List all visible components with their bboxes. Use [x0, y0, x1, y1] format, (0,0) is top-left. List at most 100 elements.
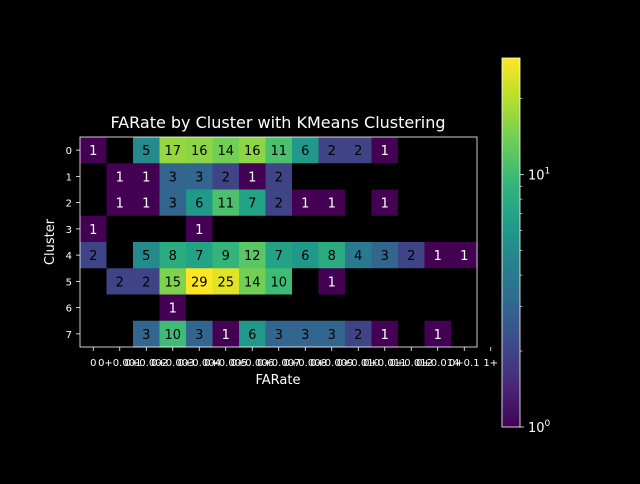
- cell-value-label: 3: [301, 328, 309, 343]
- heatmap-cell: [371, 268, 399, 295]
- cell-value-label: 2: [407, 249, 415, 264]
- heatmap-cell: [398, 215, 425, 243]
- cell-value-label: 7: [248, 197, 256, 212]
- heatmap-cell: [106, 242, 134, 269]
- heatmap-cell: [239, 294, 266, 322]
- heatmap-cell: [318, 215, 346, 243]
- heatmap-cell: [80, 242, 107, 269]
- x-axis-ticks: 0 0+0.0010+0.0020+0.0030+0.0040+0.0050+0.…: [90, 347, 498, 369]
- cell-value-label: 6: [248, 328, 256, 343]
- cell-value-label: 2: [222, 170, 230, 185]
- cell-value-label: 2: [354, 144, 362, 159]
- heatmap-cell: [239, 163, 266, 190]
- heatmap-cell: [80, 163, 107, 190]
- cell-value-label: 2: [89, 249, 97, 264]
- heatmap-cell: [292, 137, 319, 164]
- heatmap-cell: [292, 189, 319, 217]
- heatmap-cell: [106, 268, 134, 295]
- x-tick-label: 0+0.003: [151, 358, 194, 369]
- cell-value-label: 4: [354, 249, 362, 264]
- heatmap-cell: [345, 215, 372, 243]
- heatmap-cell: [80, 189, 107, 217]
- heatmap-cell: [477, 215, 505, 243]
- heatmap-cell: [133, 242, 160, 269]
- cell-value-label: 1: [142, 170, 150, 185]
- heatmap-cell: [186, 294, 213, 322]
- heatmap-cell: [318, 163, 346, 190]
- heatmap-cell: [80, 137, 107, 164]
- heatmap-cell: [265, 163, 293, 190]
- heatmap-cell: [186, 215, 213, 243]
- heatmap-cell: [477, 242, 505, 269]
- heatmap-cell: [159, 242, 187, 269]
- heatmap-cell: [186, 320, 213, 348]
- cell-value-label: 14: [217, 144, 234, 159]
- heatmap-cell: [371, 320, 399, 348]
- cell-value-label: 1: [301, 197, 309, 212]
- heatmap-cell: [451, 163, 478, 190]
- x-tick-label: 0+0.005: [204, 358, 247, 369]
- cell-value-label: 2: [354, 328, 362, 343]
- cell-value-label: 6: [301, 249, 309, 264]
- heatmap-cell: [133, 163, 160, 190]
- heatmap-cell: [265, 268, 293, 295]
- cell-value-label: 1: [142, 197, 150, 212]
- heatmap-cell: [133, 294, 160, 322]
- cell-value-label: 2: [142, 275, 150, 290]
- heatmap-cell: [80, 268, 107, 295]
- y-tick-label: 0: [66, 146, 72, 157]
- cell-value-label: 1: [434, 249, 442, 264]
- cell-value-label: 1: [381, 328, 389, 343]
- cell-value-label: 3: [328, 328, 336, 343]
- heatmap-cell: [424, 320, 452, 348]
- heatmap-cell: [477, 137, 505, 164]
- x-tick-label: 1+: [483, 358, 498, 369]
- y-tick-label: 3: [66, 225, 72, 236]
- heatmap-cell: [239, 215, 266, 243]
- heatmap-cell: [398, 189, 425, 217]
- cell-value-label: 2: [116, 275, 124, 290]
- cell-value-label: 3: [169, 197, 177, 212]
- cell-value-label: 29: [191, 275, 208, 290]
- heatmap-cell: [159, 268, 187, 295]
- heatmap-cell: [212, 242, 240, 269]
- cell-value-label: 1: [89, 144, 97, 159]
- heatmap-cell: [398, 268, 425, 295]
- cell-value-label: 14: [244, 275, 261, 290]
- heatmap-cell: [159, 137, 187, 164]
- heatmap-cell: [212, 320, 240, 348]
- heatmap-cell: [106, 137, 134, 164]
- heatmap-cell: [371, 215, 399, 243]
- heatmap-cell: [477, 294, 505, 322]
- heatmap-cell: [106, 294, 134, 322]
- heatmap-cell: [80, 294, 107, 322]
- heatmap-cell: [318, 137, 346, 164]
- x-tick-label: 0+0.006: [231, 358, 274, 369]
- heatmap-cell: [239, 242, 266, 269]
- cell-value-label: 6: [301, 144, 309, 159]
- heatmap-cell: [451, 320, 478, 348]
- x-tick-label: 0+0.1: [449, 358, 480, 369]
- heatmap-cell: [133, 137, 160, 164]
- heatmap-cell: [239, 320, 266, 348]
- cell-value-label: 2: [275, 170, 283, 185]
- heatmap-cell: [133, 215, 160, 243]
- heatmap-cell: [80, 215, 107, 243]
- heatmap-cell: [265, 320, 293, 348]
- heatmap-cell: [186, 268, 213, 295]
- cell-value-label: 11: [270, 144, 287, 159]
- heatmap-cell: [159, 163, 187, 190]
- heatmap-cell: [424, 137, 452, 164]
- heatmap-cell: [106, 215, 134, 243]
- heatmap-cell: [159, 294, 187, 322]
- cell-value-label: 3: [381, 249, 389, 264]
- heatmap-cell: [212, 189, 240, 217]
- cell-value-label: 7: [195, 249, 203, 264]
- heatmap-cell: [451, 268, 478, 295]
- x-tick-label: 0+0.010: [337, 358, 380, 369]
- cell-value-label: 1: [381, 197, 389, 212]
- cell-value-label: 12: [244, 249, 261, 264]
- heatmap-cell: [318, 189, 346, 217]
- heatmap-cell: [159, 215, 187, 243]
- x-axis-label: FARate: [256, 373, 301, 388]
